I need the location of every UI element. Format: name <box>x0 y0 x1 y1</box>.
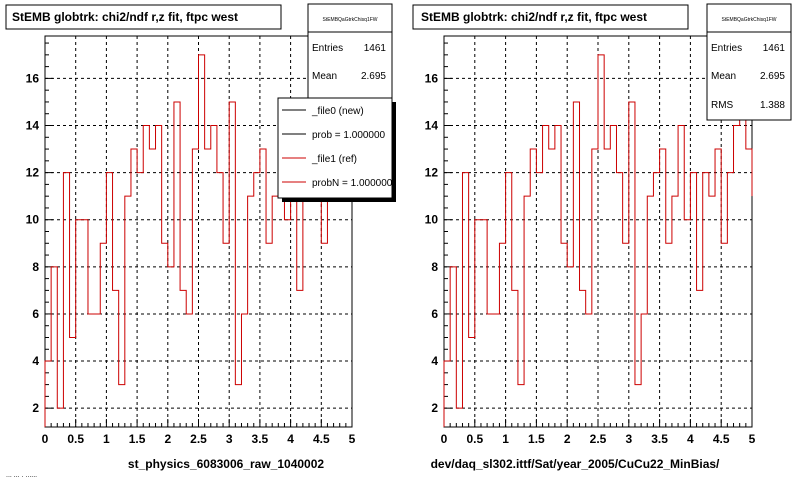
x-tick-label: 2 <box>164 432 171 446</box>
stats-label-mean: Mean <box>312 71 337 82</box>
x-tick-label: 4.5 <box>713 432 730 446</box>
stats-value-entries: 1461 <box>364 43 387 54</box>
x-tick-label: 4 <box>687 432 694 446</box>
legend-entry: probN = 1.000000 <box>312 178 393 189</box>
y-tick-label: 6 <box>32 307 39 321</box>
x-tick-label: 1.5 <box>528 432 545 446</box>
x-tick-label: 2.5 <box>190 432 207 446</box>
x-tick-label: 3 <box>226 432 233 446</box>
chart-title: StEMB globtrk: chi2/ndf r,z fit, ftpc we… <box>421 10 647 24</box>
y-tick-label: 4 <box>431 354 438 368</box>
x-tick-label: 0.5 <box>67 432 84 446</box>
chart-title: StEMB globtrk: chi2/ndf r,z fit, ftpc we… <box>12 10 238 24</box>
x-tick-label: 1 <box>103 432 110 446</box>
title-box <box>5 4 282 30</box>
x-tick-label: 4.5 <box>313 432 330 446</box>
stats-value-rms: 1.388 <box>760 100 785 111</box>
y-tick-label: 10 <box>26 213 40 227</box>
stats-label-entries: Entries <box>312 43 343 54</box>
y-tick-label: 4 <box>32 354 39 368</box>
legend-entry: _file0 (new) <box>311 106 364 117</box>
x-tick-label: 0 <box>441 432 448 446</box>
y-tick-label: 14 <box>26 119 40 133</box>
x-tick-label: 3.5 <box>252 432 269 446</box>
y-tick-label: 6 <box>431 307 438 321</box>
x-tick-label: 4 <box>287 432 294 446</box>
x-tick-label: 5 <box>349 432 356 446</box>
x-tick-label: 0.5 <box>466 432 483 446</box>
stats-value-mean: 2.695 <box>361 71 386 82</box>
x-axis-label: dev/daq_sl302.ittf/Sat/year_2005/CuCu22_… <box>431 457 720 471</box>
stats-value-entries: 1461 <box>763 43 786 54</box>
stats-label-mean: Mean <box>711 71 736 82</box>
y-tick-label: 14 <box>425 119 439 133</box>
x-tick-label: 2 <box>564 432 571 446</box>
y-tick-label: 8 <box>32 260 39 274</box>
y-tick-label: 2 <box>431 401 438 415</box>
x-tick-label: 1.5 <box>129 432 146 446</box>
stats-label-rms: RMS <box>711 100 734 111</box>
x-tick-label: 2.5 <box>590 432 607 446</box>
footer-text: ... ... . ...... <box>6 472 37 479</box>
title-box <box>412 4 689 30</box>
y-tick-label: 10 <box>425 213 439 227</box>
y-tick-label: 12 <box>425 166 439 180</box>
x-tick-label: 1 <box>502 432 509 446</box>
legend-entry: _file1 (ref) <box>311 154 357 165</box>
x-tick-label: 3 <box>625 432 632 446</box>
y-tick-label: 16 <box>26 71 40 85</box>
y-tick-label: 2 <box>32 401 39 415</box>
stats-value-mean: 2.695 <box>760 71 785 82</box>
stats-label-entries: Entries <box>711 43 742 54</box>
x-tick-label: 5 <box>749 432 756 446</box>
legend-entry: prob = 1.000000 <box>312 130 386 141</box>
y-tick-label: 8 <box>431 260 438 274</box>
stats-box <box>706 3 792 121</box>
x-tick-label: 0 <box>42 432 49 446</box>
y-tick-label: 16 <box>425 71 439 85</box>
stats-name: StEMBQaGtrkChisq1FW <box>721 17 776 23</box>
legend-box <box>277 97 393 199</box>
stats-name: StEMBQaGtrkChisq1FW <box>322 17 377 23</box>
x-axis-label: st_physics_6083006_raw_1040002 <box>128 457 324 471</box>
y-tick-label: 12 <box>26 166 40 180</box>
histogram-ref-line <box>443 54 753 427</box>
x-tick-label: 3.5 <box>651 432 668 446</box>
